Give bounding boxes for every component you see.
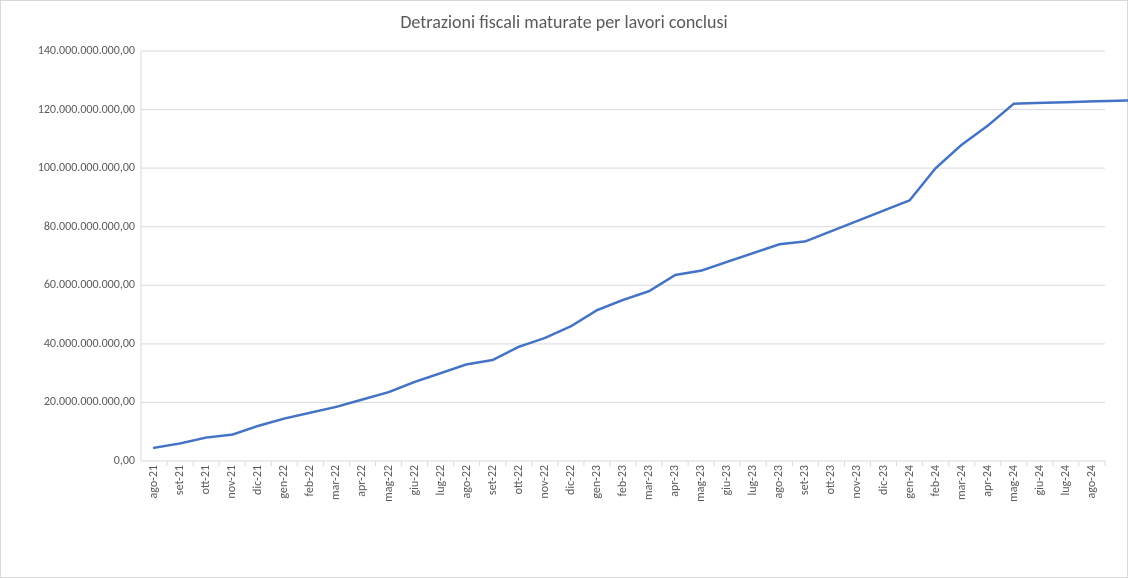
x-tick-label: set-23 — [798, 465, 812, 495]
chart-container: Detrazioni fiscali maturate per lavori c… — [0, 0, 1128, 578]
x-tick-label: lug-23 — [746, 465, 760, 496]
x-tick-label: ago-23 — [772, 465, 786, 498]
y-tick-label: 20.000.000.000,00 — [44, 395, 135, 409]
x-tick-label: ott-22 — [512, 465, 526, 494]
x-tick-label: mag-23 — [694, 465, 708, 502]
y-tick-label: 100.000.000.000,00 — [38, 161, 135, 175]
y-axis: 0,0020.000.000.000,0040.000.000.000,0060… — [1, 51, 141, 461]
x-tick-label: nov-23 — [850, 465, 864, 499]
chart-title: Detrazioni fiscali maturate per lavori c… — [1, 11, 1127, 33]
x-tick-label: apr-22 — [355, 465, 369, 497]
x-tick-label: gen-22 — [277, 465, 291, 499]
x-tick-label: feb-24 — [929, 465, 943, 496]
x-tick-label: mar-22 — [329, 465, 343, 500]
x-tick-label: gen-23 — [590, 465, 604, 499]
x-tick-label: feb-23 — [616, 465, 630, 496]
x-tick-label: nov-22 — [538, 465, 552, 499]
x-tick-label: giu-22 — [408, 465, 422, 496]
x-tick-label: giu-23 — [720, 465, 734, 496]
x-tick-label: ago-24 — [1085, 465, 1099, 498]
x-tick-label: nov-21 — [225, 465, 239, 499]
y-tick-label: 140.000.000.000,00 — [38, 44, 135, 58]
x-tick-label: apr-24 — [981, 465, 995, 497]
x-tick-label: mag-24 — [1007, 465, 1021, 502]
y-tick-label: 60.000.000.000,00 — [44, 278, 135, 292]
y-tick-label: 40.000.000.000,00 — [44, 337, 135, 351]
x-tick-label: ago-22 — [460, 465, 474, 498]
x-tick-label: dic-22 — [564, 465, 578, 495]
x-tick-label: ott-23 — [824, 465, 838, 494]
y-tick-label: 0,00 — [114, 454, 135, 468]
x-tick-label: set-21 — [173, 465, 187, 495]
x-tick-label: ago-21 — [147, 465, 161, 498]
x-tick-label: mag-22 — [382, 465, 396, 502]
series-line — [154, 100, 1128, 448]
x-tick-label: dic-23 — [877, 465, 891, 495]
x-tick-label: mar-24 — [955, 465, 969, 500]
x-tick-label: ott-21 — [199, 465, 213, 494]
x-axis: ago-21 set-21 ott-21 nov-21 dic-21 gen-22 feb-… — [141, 465, 1105, 575]
y-tick-label: 80.000.000.000,00 — [44, 220, 135, 234]
x-tick-label: lug-24 — [1059, 465, 1073, 496]
x-tick-label: mar-23 — [642, 465, 656, 500]
x-tick-label: giu-24 — [1033, 465, 1047, 496]
x-tick-label: gen-24 — [903, 465, 917, 499]
x-tick-label: feb-22 — [303, 465, 317, 496]
x-tick-label: dic-21 — [251, 465, 265, 495]
x-tick-label: lug-22 — [434, 465, 448, 496]
plot-area — [141, 51, 1105, 461]
x-tick-label: set-22 — [486, 465, 500, 495]
plot-svg — [141, 51, 1105, 461]
y-tick-label: 120.000.000.000,00 — [38, 103, 135, 117]
x-tick-label: apr-23 — [668, 465, 682, 497]
